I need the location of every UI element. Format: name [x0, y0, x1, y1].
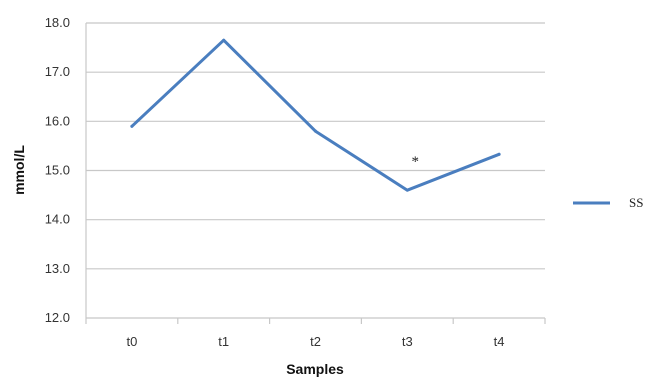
data-point — [314, 129, 317, 133]
y-tick-label: 18.0 — [45, 15, 70, 30]
x-axis-title: Samples — [286, 361, 344, 377]
y-tick-label: 17.0 — [45, 64, 70, 79]
x-tick-label: t1 — [218, 334, 229, 349]
y-tick-label: 16.0 — [45, 113, 70, 128]
x-tick-label: t3 — [402, 334, 413, 349]
y-axis-title: mmol/L — [11, 145, 27, 195]
x-tick-label: t0 — [126, 334, 137, 349]
data-point — [497, 152, 501, 156]
annotations: * — [412, 154, 420, 170]
y-tick-label: 14.0 — [45, 212, 70, 227]
y-tick-label: 15.0 — [45, 163, 70, 178]
x-tick-label: t4 — [494, 334, 505, 349]
legend: SS — [573, 195, 643, 210]
data-point — [405, 188, 409, 192]
data-point — [222, 38, 226, 42]
series-lines — [130, 38, 501, 192]
data-point — [130, 124, 134, 128]
series-line-SS — [130, 38, 501, 192]
y-tick-label: 12.0 — [45, 310, 70, 325]
x-tick-labels: t0 t1 t2 t3 t4 — [126, 334, 504, 349]
gridlines — [86, 22, 545, 319]
significance-marker: * — [412, 154, 420, 170]
legend-label: SS — [629, 195, 643, 210]
x-axis — [85, 23, 546, 324]
x-tick-label: t2 — [310, 334, 321, 349]
y-tick-labels: 12.0 13.0 14.0 15.0 16.0 17.0 18.0 — [45, 15, 70, 325]
y-tick-label: 13.0 — [45, 261, 70, 276]
